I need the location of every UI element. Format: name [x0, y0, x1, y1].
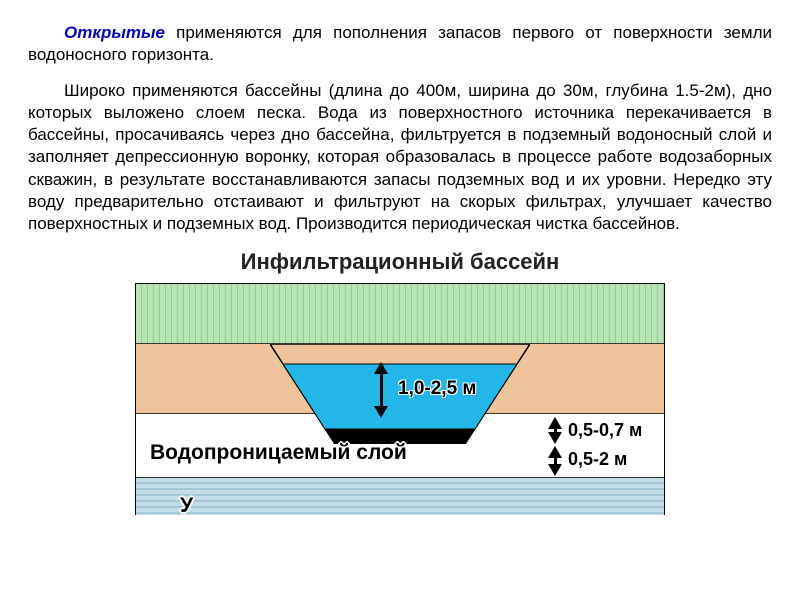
paragraph-2: Широко применяются бассейны (длина до 40…	[28, 80, 772, 235]
arrow-depth-main	[374, 362, 388, 418]
label-depth-main: 1,0-2,5 м	[398, 378, 477, 400]
label-perm-layer: Водопроницаемый слой	[150, 441, 407, 465]
label-depth-perm: 0,5-2 м	[568, 449, 627, 470]
label-bottom-fragment: У	[180, 494, 193, 515]
arrow-depth-sand	[548, 417, 562, 444]
diagram-container: Инфильтрационный бассейн 1,0-2,5 м	[28, 249, 772, 515]
layer-aquifer	[136, 478, 664, 515]
paragraph-1: Открытые применяются для пополнения запа…	[28, 22, 772, 66]
infiltration-basin-diagram: 1,0-2,5 м 0,5-0,7 м 0,5-2 м Водопроницае…	[135, 283, 665, 515]
label-depth-sand: 0,5-0,7 м	[568, 420, 642, 441]
arrow-depth-perm	[548, 446, 562, 476]
diagram-title: Инфильтрационный бассейн	[241, 249, 560, 275]
highlight-term: Открытые	[64, 23, 165, 42]
layer-surface	[136, 284, 664, 344]
